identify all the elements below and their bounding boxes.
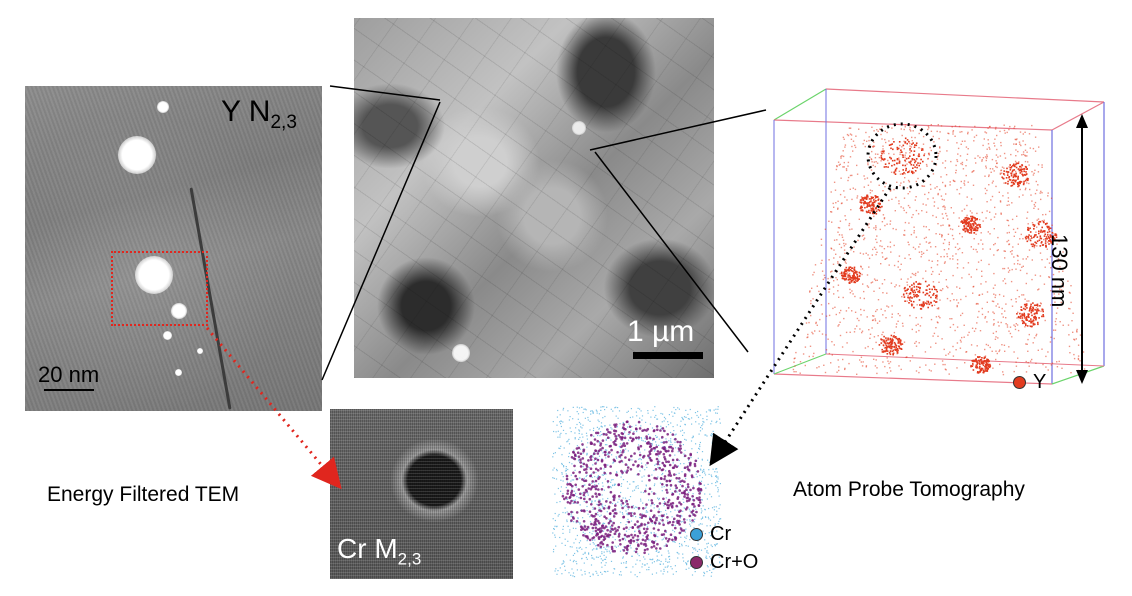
- scale-bar-1um-label: 1 µm: [627, 315, 695, 348]
- scale-bar-20nm: [44, 389, 94, 391]
- cr-subscript: 2,3: [397, 549, 422, 569]
- y-particle: [163, 331, 172, 340]
- precipitate: [572, 121, 586, 135]
- legend-cro: Cr+O: [690, 551, 758, 574]
- apt-y-atoms: [792, 124, 1086, 376]
- legend-y-marker: [1013, 376, 1026, 389]
- y-element: Y N: [221, 95, 271, 128]
- legend-y: Y: [1013, 371, 1046, 394]
- y-particle: [197, 348, 203, 354]
- cr-element: Cr M: [337, 533, 398, 564]
- y-map-label: Y N2,3: [221, 95, 297, 134]
- legend-cro-marker: [690, 556, 703, 569]
- apt-2d-svg: [552, 406, 722, 578]
- eftem-y-map-image: [25, 86, 322, 411]
- caption-energy-filtered-tem: Energy Filtered TEM: [47, 483, 240, 506]
- scale-bar-20nm-label: 20 nm: [38, 362, 100, 387]
- legend-cr-marker: [690, 528, 703, 541]
- legend-cr: Cr: [690, 523, 731, 546]
- selection-box: [111, 251, 208, 326]
- apt-2d-atoms: [552, 406, 722, 578]
- cluster-highlight-circle: [866, 122, 938, 190]
- apt-2d-slice: [552, 406, 722, 578]
- precipitate: [452, 344, 470, 362]
- scale-bar-1um: [633, 352, 703, 359]
- y-particle: [135, 256, 173, 294]
- caption-atom-probe-tomography: Atom Probe Tomography: [793, 478, 1025, 501]
- y-particle: [118, 136, 156, 174]
- legend-cro-label: Cr+O: [710, 551, 759, 573]
- y-particle: [157, 101, 169, 113]
- legend-cr-label: Cr: [710, 523, 732, 545]
- height-label-130nm: 130 nm: [1047, 234, 1072, 308]
- eftem-cr-map-image: [330, 409, 513, 579]
- y-particle: [171, 303, 187, 319]
- legend-y-label: Y: [1033, 371, 1047, 393]
- cr-map-label: Cr M2,3: [337, 533, 421, 570]
- y-particle: [175, 369, 182, 376]
- y-subscript: 2,3: [270, 112, 297, 133]
